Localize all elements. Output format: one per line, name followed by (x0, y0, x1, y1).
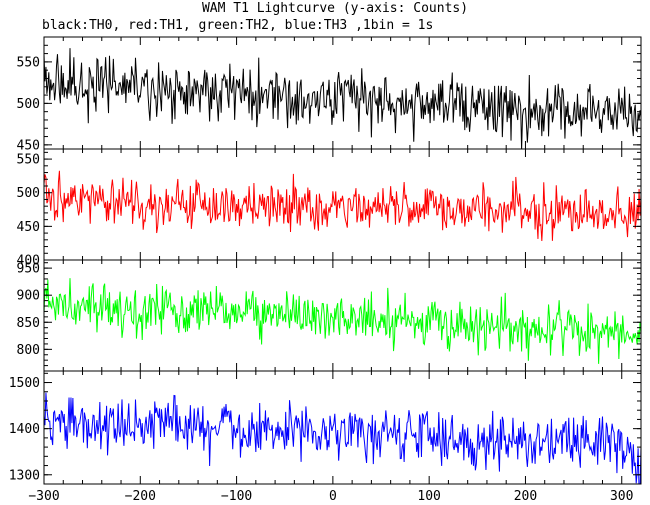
series-line-th2 (44, 278, 641, 364)
x-tick-label: 300 (610, 489, 633, 504)
panel-frame (43, 370, 642, 485)
x-tick-label: 200 (514, 489, 537, 504)
chart-title: WAM T1 Lightcurve (y-axis: Counts) (202, 1, 468, 16)
x-tick-label: 100 (417, 489, 440, 504)
series-line-th3 (44, 392, 641, 484)
y-tick-label: 1400 (9, 422, 40, 437)
chart-subtitle: black:TH0, red:TH1, green:TH2, blue:TH3 … (42, 18, 433, 33)
y-tick-label: 450 (17, 220, 40, 235)
series-line-th1 (44, 170, 641, 241)
series-line-th0 (44, 48, 641, 149)
y-tick-label: 500 (17, 186, 40, 201)
x-tick-label: −200 (125, 489, 156, 504)
panel-th0: 450 500 550 (17, 36, 642, 153)
y-tick-label: 550 (17, 55, 40, 70)
panel-th1: 400 450 500 550 (17, 148, 642, 269)
panel-th2: 800 850 900 950 (17, 259, 642, 372)
y-tick-label: 1500 (9, 376, 40, 391)
y-tick-label: 900 (17, 289, 40, 304)
x-tick-label: −300 (28, 489, 59, 504)
x-tick-label: −100 (221, 489, 252, 504)
y-tick-label: 850 (17, 316, 40, 331)
y-tick-label: 450 (17, 138, 40, 153)
y-tick-label: 950 (17, 262, 40, 277)
y-tick-label: 800 (17, 343, 40, 358)
y-tick-label: 1300 (9, 468, 40, 483)
y-tick-label: 550 (17, 153, 40, 168)
panel-th3: 1300 1400 1500 (9, 370, 642, 485)
y-tick-label: 500 (17, 97, 40, 112)
y-tick-label: 400 (17, 254, 40, 269)
x-tick-label: 0 (329, 489, 337, 504)
panels-group: 450 500 550 400 450 500 550 800 850 900 950 1300 140… (9, 36, 642, 504)
